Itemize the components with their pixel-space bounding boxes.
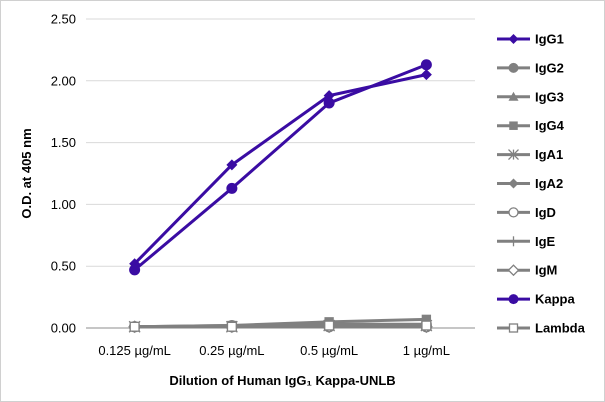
y-tick-label: 0.00 [51,321,76,336]
data-point-kappa [129,264,141,276]
series-line-igg1 [133,73,427,265]
legend-label: IgE [535,234,556,249]
legend-label: IgG4 [535,118,565,133]
data-point-lambda [129,321,140,332]
legend-marker [509,121,518,130]
data-point-kappa [420,59,432,71]
data-point-igg4 [421,314,432,325]
legend-label: IgG3 [535,89,564,104]
legend-item-igg3: IgG3 [497,89,564,104]
x-tick-label: 0.125 µg/mL [98,343,171,358]
legend-marker [508,34,519,44]
y-axis-title: O.D. at 405 nm [19,128,34,218]
legend-item-igg1: IgG1 [497,32,564,47]
legend-marker [507,264,520,277]
legend-label: IgA2 [535,176,563,191]
x-tick-label: 0.25 µg/mL [199,343,264,358]
data-point-igg1 [226,159,238,171]
y-axis-ticks: 0.00 0.50 1.00 1.50 2.00 2.50 [51,12,76,336]
y-tick-label: 0.50 [51,259,76,274]
series-kappa [129,59,432,276]
legend-label: IgD [535,205,556,220]
x-tick-label: 0.5 µg/mL [300,343,358,358]
data-point-kappa [323,97,335,109]
legend-label: IgG2 [535,60,564,75]
legend-marker [508,236,519,247]
series-lambda [129,320,432,332]
y-tick-label: 2.00 [51,73,76,88]
gridlines [86,18,475,267]
legend-item-ige: IgE [497,234,556,249]
legend-marker [508,62,519,73]
x-axis-title: Dilution of Human IgG₁ Kappa-UNLB [169,373,395,388]
x-tick-label: 1 µg/mL [403,343,450,358]
legend-item-kappa: Kappa [497,292,576,307]
legend-item-iga2: IgA2 [497,176,563,191]
series-line-lambda [134,324,427,329]
data-point-kappa [226,182,238,194]
data-point-lambda [226,321,237,332]
legend-item-igm: IgM [497,263,557,278]
series-line-kappa [133,63,427,272]
legend-item-lambda: Lambda [497,321,586,336]
data-point-igg1 [420,69,432,81]
data-point-lambda [421,320,432,331]
legend-item-igg4: IgG4 [497,118,565,133]
y-tick-label: 1.50 [51,135,76,150]
legend-marker [508,323,519,333]
legend-item-igg2: IgG2 [497,60,564,75]
x-axis-ticks: 0.125 µg/mL 0.25 µg/mL 0.5 µg/mL 1 µg/mL [98,343,450,358]
legend-item-iga1: IgA1 [497,147,563,162]
legend-marker [508,91,519,101]
legend-marker [508,149,519,161]
legend-label: Kappa [535,292,576,307]
legend: IgG1 IgG2 IgG3 IgG4 IgA1 IgA2 IgD IgE IgM Kappa La… [497,32,586,336]
y-tick-label: 1.00 [51,197,76,212]
y-tick-label: 2.50 [51,12,76,27]
series-group [128,59,433,334]
legend-item-igd: IgD [497,205,556,220]
legend-label: IgA1 [535,147,563,162]
legend-marker [508,294,519,305]
data-point-lambda [324,320,335,331]
legend-marker [508,207,519,218]
series-igg1 [129,69,432,270]
legend-label: IgG1 [535,32,564,47]
legend-label: IgM [535,263,557,278]
legend-marker [508,178,519,189]
legend-label: Lambda [535,321,586,336]
